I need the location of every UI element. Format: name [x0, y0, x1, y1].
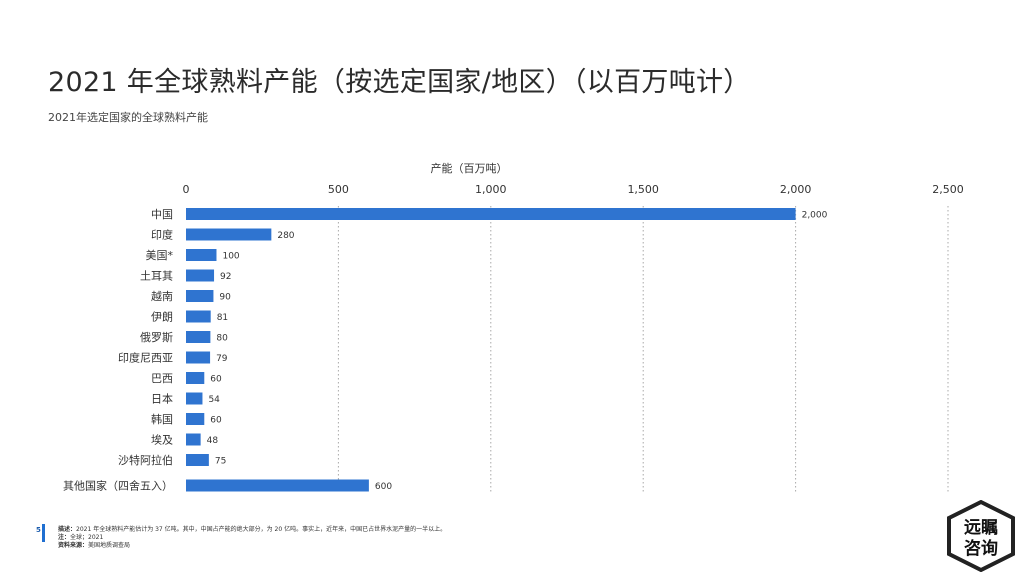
category-label: 埃及 — [151, 433, 173, 447]
category-label: 伊朗 — [151, 311, 173, 324]
footnote-source-label: 资料来源： — [58, 542, 89, 549]
x-tick-label: 0 — [183, 183, 190, 196]
category-label: 俄罗斯 — [140, 331, 173, 344]
bar — [186, 351, 211, 364]
value-label: 600 — [375, 482, 392, 492]
category-label: 美国* — [146, 249, 174, 262]
company-logo: 远瞩 咨询 — [947, 500, 1015, 572]
page-number: 5 — [36, 526, 41, 534]
bar — [186, 290, 214, 302]
category-label: 巴西 — [151, 372, 173, 385]
category-label: 印度尼西亚 — [118, 351, 173, 365]
footnote-description-label: 描述： — [58, 526, 77, 533]
x-tick-label: 2,000 — [780, 183, 812, 196]
chart-title: 2021 年全球熟料产能（按选定国家/地区）（以百万吨计） — [48, 67, 751, 98]
bar — [186, 310, 211, 323]
x-tick-label: 1,500 — [627, 183, 659, 196]
category-label: 沙特阿拉伯 — [118, 453, 173, 467]
bar — [186, 331, 211, 343]
category-label: 土耳其 — [140, 270, 173, 283]
bar — [186, 372, 205, 384]
value-label: 90 — [219, 293, 231, 303]
category-label: 日本 — [151, 392, 173, 406]
category-label: 韩国 — [151, 412, 173, 426]
value-label: 280 — [277, 231, 294, 241]
page-accent-bar — [42, 524, 45, 542]
footnote-source-text: 美国地质调查局 — [88, 542, 131, 549]
bar — [186, 392, 203, 405]
logo-line-2: 咨询 — [964, 538, 998, 559]
bar — [186, 228, 272, 241]
bar — [186, 208, 796, 220]
value-label: 100 — [222, 252, 239, 262]
x-axis-label: 产能（百万吨） — [431, 161, 508, 175]
value-label: 54 — [208, 395, 220, 405]
footnote-source: 资料来源：美国地质调查局 — [58, 542, 446, 550]
footnote-description-text: 2021 年全球熟料产能估计为 37 亿吨。其中，中国占产能的绝大部分，为 20… — [76, 526, 447, 533]
bar — [186, 269, 215, 282]
footnote: 描述：2021 年全球熟料产能估计为 37 亿吨。其中，中国占产能的绝大部分，为… — [58, 526, 446, 550]
value-label: 60 — [210, 375, 222, 385]
value-label: 60 — [210, 416, 222, 426]
value-label: 75 — [215, 457, 226, 467]
x-tick-label: 1,000 — [475, 183, 507, 196]
footnote-note-text: 全球；2021 — [70, 534, 104, 541]
bar — [186, 413, 205, 425]
value-label: 81 — [217, 313, 228, 323]
value-label: 79 — [216, 354, 228, 364]
value-label: 2,000 — [802, 211, 828, 221]
footnote-note-label: 注： — [58, 534, 71, 541]
category-label: 中国 — [151, 208, 173, 221]
bar-chart: 产能（百万吨） 0 500 1,000 1,500 2,000 2,500 中国印度美国*… — [63, 161, 964, 494]
footnote-description: 描述：2021 年全球熟料产能估计为 37 亿吨。其中，中国占产能的绝大部分，为… — [58, 526, 446, 534]
bar — [186, 454, 209, 466]
bar — [186, 479, 369, 492]
bar — [186, 433, 201, 446]
bar — [186, 249, 217, 261]
value-label: 80 — [216, 334, 228, 344]
category-label: 印度 — [151, 228, 173, 242]
logo-line-1: 远瞩 — [964, 518, 998, 538]
footnote-note: 注：全球；2021 — [58, 534, 446, 542]
x-tick-label: 2,500 — [932, 183, 964, 196]
category-label: 越南 — [151, 289, 173, 303]
x-tick-label: 500 — [328, 183, 349, 196]
value-label: 48 — [207, 436, 219, 446]
value-label: 92 — [220, 272, 231, 282]
chart-subtitle: 2021年选定国家的全球熟料产能 — [48, 111, 208, 124]
category-label: 其他国家（四舍五入） — [63, 479, 173, 493]
